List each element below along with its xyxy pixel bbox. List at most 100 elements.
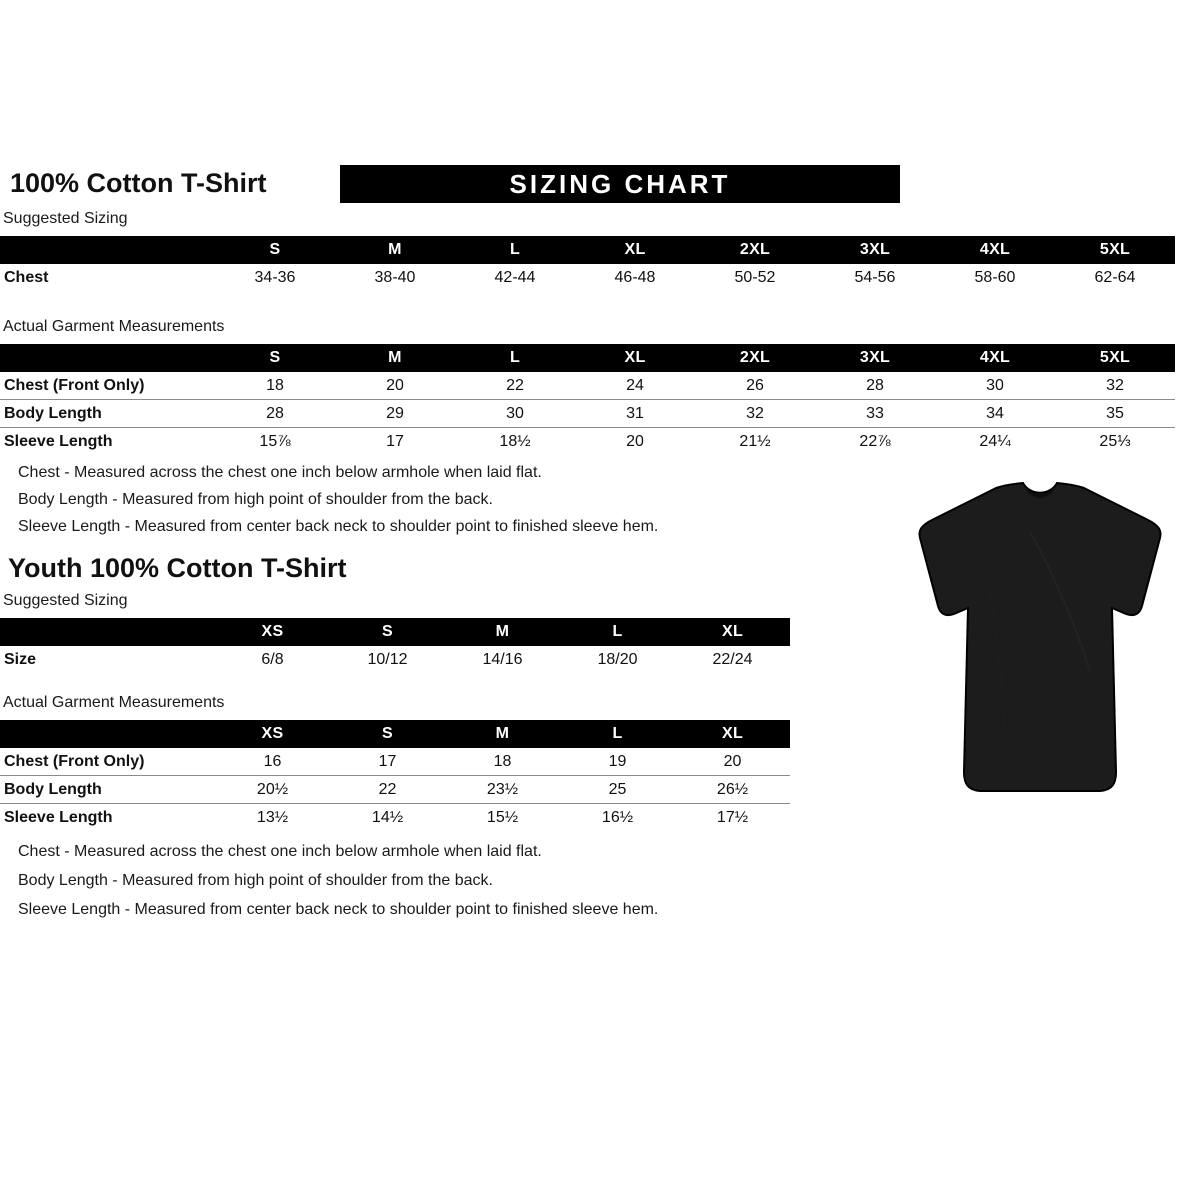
cell-bodylength-xs: 20½ xyxy=(215,775,330,804)
cell-size-s: 10/12 xyxy=(367,650,408,668)
column-header-5xl: 5XL xyxy=(1055,344,1175,372)
cell-chest-m: 38-40 xyxy=(374,268,416,286)
cell-sleevelength-m: 15½ xyxy=(445,803,560,831)
cell-sleevelength-4xl: 24¼ xyxy=(935,427,1055,455)
cell-size-xl: 22/24 xyxy=(712,650,753,668)
column-header-s: S xyxy=(215,344,335,372)
column-header-xl: XL xyxy=(575,344,695,372)
cell-chestfront-xs: 16 xyxy=(263,752,282,770)
youth-suggested-sizing-label: Suggested Sizing xyxy=(3,592,128,609)
column-header-s: S xyxy=(330,720,445,748)
column-header-4xl: 4XL xyxy=(935,236,1055,264)
table-row: Sleeve Length 13½ 14½ 15½ 16½ 17½ xyxy=(0,803,790,831)
cell-chest-2xl: 50-52 xyxy=(734,268,776,286)
cell-chestfront-2xl: 26 xyxy=(746,376,764,394)
adult-section-title: 100% Cotton T-Shirt xyxy=(10,168,267,198)
column-header-m: M xyxy=(335,344,455,372)
cell-sleevelength-s: 15⅞ xyxy=(215,427,335,455)
cell-sleevelength-2xl: 21½ xyxy=(695,427,815,455)
column-header-3xl: 3XL xyxy=(815,344,935,372)
black-t-shirt-icon xyxy=(918,481,1162,792)
cell-bodylength-5xl: 35 xyxy=(1055,399,1175,428)
cell-sleevelength-5xl: 25⅓ xyxy=(1055,427,1175,455)
column-header-l: L xyxy=(560,720,675,748)
cell-bodylength-4xl: 34 xyxy=(935,399,1055,428)
cell-chest-5xl: 62-64 xyxy=(1094,268,1136,286)
table-row: Chest (Front Only) 16 17 18 19 20 xyxy=(0,748,790,776)
cell-chestfront-4xl: 30 xyxy=(986,376,1004,394)
row-label-chest: Chest xyxy=(4,268,49,286)
column-header-2xl: 2XL xyxy=(695,236,815,264)
cell-chestfront-l: 19 xyxy=(608,752,627,770)
cell-chest-4xl: 58-60 xyxy=(974,268,1016,286)
cell-sleevelength-xl: 17½ xyxy=(675,803,790,831)
cell-chestfront-5xl: 32 xyxy=(1106,376,1124,394)
column-header-l: L xyxy=(455,236,575,264)
row-label-size: Size xyxy=(4,650,37,668)
row-label-chest-front-only: Chest (Front Only) xyxy=(4,376,145,394)
cell-bodylength-3xl: 33 xyxy=(815,399,935,428)
column-header-l: L xyxy=(560,618,675,646)
youth-actual-measurements-label: Actual Garment Measurements xyxy=(3,694,225,711)
adult-note-sleeve-length: Sleeve Length - Measured from center bac… xyxy=(18,518,659,535)
cell-chestfront-xl: 20 xyxy=(723,752,742,770)
cell-sleevelength-m: 17 xyxy=(335,427,455,455)
cell-chestfront-3xl: 28 xyxy=(866,376,884,394)
cell-sleevelength-xl: 20 xyxy=(575,427,695,455)
column-header-xl: XL xyxy=(575,236,695,264)
column-header-m: M xyxy=(335,236,455,264)
cell-chestfront-s: 17 xyxy=(378,752,397,770)
cell-sleevelength-l: 18½ xyxy=(455,427,575,455)
adult-suggested-sizing-table: S M L XL 2XL 3XL 4XL 5XL Chest 34-36 38-… xyxy=(0,236,1175,291)
adult-note-body-length: Body Length - Measured from high point o… xyxy=(18,491,493,508)
table-header-row: XS S M L XL xyxy=(0,618,790,646)
column-header-rowlabel xyxy=(0,344,215,372)
column-header-xs: XS xyxy=(215,618,330,646)
table-row: Sleeve Length 15⅞ 17 18½ 20 21½ 22⅞ 24¼ … xyxy=(0,427,1175,455)
table-header-row: S M L XL 2XL 3XL 4XL 5XL xyxy=(0,344,1175,372)
column-header-xl: XL xyxy=(675,720,790,748)
cell-chest-l: 42-44 xyxy=(494,268,536,286)
cell-chest-s: 34-36 xyxy=(254,268,296,286)
row-label-body-length: Body Length xyxy=(0,775,215,804)
table-header-row: S M L XL 2XL 3XL 4XL 5XL xyxy=(0,236,1175,264)
cell-bodylength-m: 29 xyxy=(335,399,455,428)
sizing-chart-banner: SIZING CHART xyxy=(340,165,900,203)
column-header-m: M xyxy=(445,618,560,646)
column-header-5xl: 5XL xyxy=(1055,236,1175,264)
cell-bodylength-m: 23½ xyxy=(445,775,560,804)
cell-chest-xl: 46-48 xyxy=(614,268,656,286)
table-header-row: XS S M L XL xyxy=(0,720,790,748)
youth-actual-measurements-table: XS S M L XL Chest (Front Only) 16 17 18 … xyxy=(0,720,790,831)
row-label-sleeve-length: Sleeve Length xyxy=(0,803,215,831)
youth-section-title: Youth 100% Cotton T-Shirt xyxy=(8,553,347,583)
row-label-body-length: Body Length xyxy=(0,399,215,428)
cell-sleevelength-s: 14½ xyxy=(330,803,445,831)
column-header-xs: XS xyxy=(215,720,330,748)
cell-bodylength-l: 30 xyxy=(455,399,575,428)
column-header-rowlabel xyxy=(0,720,215,748)
table-row: Body Length 20½ 22 23½ 25 26½ xyxy=(0,775,790,804)
column-header-xl: XL xyxy=(675,618,790,646)
sizing-chart-banner-label: SIZING CHART xyxy=(509,168,731,199)
cell-sleevelength-l: 16½ xyxy=(560,803,675,831)
table-row: Body Length 28 29 30 31 32 33 34 35 xyxy=(0,399,1175,428)
table-row: Chest 34-36 38-40 42-44 46-48 50-52 54-5… xyxy=(0,264,1175,291)
cell-bodylength-xl: 26½ xyxy=(675,775,790,804)
table-row: Size 6/8 10/12 14/16 18/20 22/24 xyxy=(0,646,790,673)
cell-bodylength-2xl: 32 xyxy=(695,399,815,428)
column-header-s: S xyxy=(215,236,335,264)
column-header-2xl: 2XL xyxy=(695,344,815,372)
cell-chestfront-l: 22 xyxy=(506,376,524,394)
cell-bodylength-xl: 31 xyxy=(575,399,695,428)
youth-note-body-length: Body Length - Measured from high point o… xyxy=(18,872,493,889)
cell-sleevelength-xs: 13½ xyxy=(215,803,330,831)
cell-chest-3xl: 54-56 xyxy=(854,268,896,286)
cell-bodylength-s: 22 xyxy=(330,775,445,804)
column-header-3xl: 3XL xyxy=(815,236,935,264)
cell-chestfront-m: 18 xyxy=(493,752,512,770)
cell-sleevelength-3xl: 22⅞ xyxy=(815,427,935,455)
t-shirt-illustration xyxy=(890,472,1190,817)
row-label-chest-front-only: Chest (Front Only) xyxy=(4,752,145,770)
